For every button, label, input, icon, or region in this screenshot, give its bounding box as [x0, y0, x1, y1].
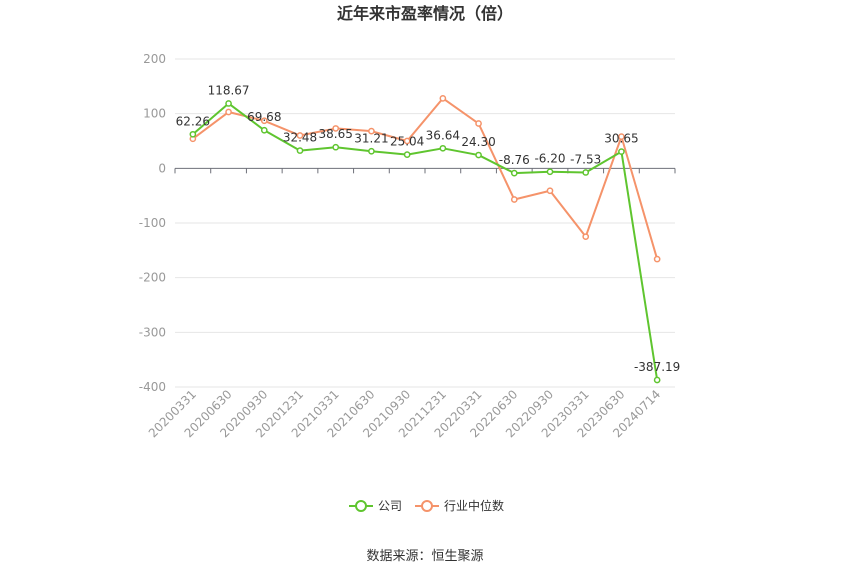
data-label: -6.20: [534, 152, 565, 166]
data-point[interactable]: [439, 95, 447, 102]
data-point[interactable]: [618, 148, 625, 155]
data-label: 31.21: [354, 131, 388, 145]
data-point[interactable]: [582, 169, 590, 176]
data-point[interactable]: [403, 137, 411, 145]
data-point[interactable]: [225, 108, 232, 116]
series-group: [189, 95, 661, 384]
data-point[interactable]: [368, 127, 375, 135]
y-tick-label: 0: [158, 161, 166, 175]
data-point[interactable]: [189, 130, 197, 138]
data-point[interactable]: [332, 143, 340, 151]
data-point[interactable]: [260, 126, 268, 134]
y-tick-label: -100: [139, 216, 166, 230]
legend-swatch-marker: [355, 500, 367, 512]
data-point[interactable]: [475, 120, 482, 127]
data-point[interactable]: [546, 187, 554, 195]
legend-swatch-marker: [421, 500, 433, 512]
y-tick-label: -400: [139, 380, 166, 394]
y-tick-label: -300: [139, 325, 166, 339]
y-tick-label: 200: [143, 52, 166, 66]
data-label: -8.76: [499, 153, 530, 167]
data-point[interactable]: [510, 169, 518, 177]
data-point[interactable]: [296, 132, 304, 139]
data-label: 118.67: [208, 83, 250, 97]
series-line-industry-median: [192, 97, 659, 260]
data-point[interactable]: [225, 100, 232, 107]
data-source: 数据来源：恒生聚源: [366, 549, 483, 564]
data-point[interactable]: [510, 196, 518, 203]
y-tick-label: -200: [139, 271, 166, 285]
data-point[interactable]: [332, 125, 340, 132]
legend-label[interactable]: 行业中位数: [444, 498, 504, 513]
chart-title: 近年来市盈率情况（倍）: [337, 4, 513, 23]
data-label: 30.65: [604, 132, 638, 146]
y-axis: 200 100 0 -100 -200 -300 -400: [139, 52, 166, 394]
data-label: 62.26: [176, 114, 210, 128]
data-point[interactable]: [439, 144, 447, 152]
y-tick-label: 100: [143, 107, 166, 121]
legend-label[interactable]: 公司: [378, 499, 402, 513]
data-point[interactable]: [475, 151, 482, 159]
data-point[interactable]: [296, 147, 304, 154]
data-label: -7.53: [570, 152, 601, 166]
data-point[interactable]: [403, 151, 411, 158]
data-point[interactable]: [582, 233, 590, 241]
legend[interactable]: 公司 行业中位数: [349, 498, 504, 513]
data-label: -387.19: [634, 360, 680, 374]
series-line-company: [192, 102, 659, 381]
data-point[interactable]: [368, 147, 375, 155]
data-label: 36.64: [426, 128, 460, 142]
data-label: 69.68: [247, 110, 281, 124]
data-label: 24.30: [461, 135, 495, 149]
data-point[interactable]: [546, 168, 554, 176]
grid-lines: [175, 58, 675, 388]
data-point[interactable]: [260, 117, 268, 125]
data-point[interactable]: [653, 255, 661, 263]
data-label: 25.04: [390, 135, 424, 149]
data-point[interactable]: [618, 133, 625, 140]
data-label: 38.65: [319, 127, 353, 141]
data-label: 32.48: [283, 131, 317, 145]
data-point[interactable]: [653, 376, 661, 384]
